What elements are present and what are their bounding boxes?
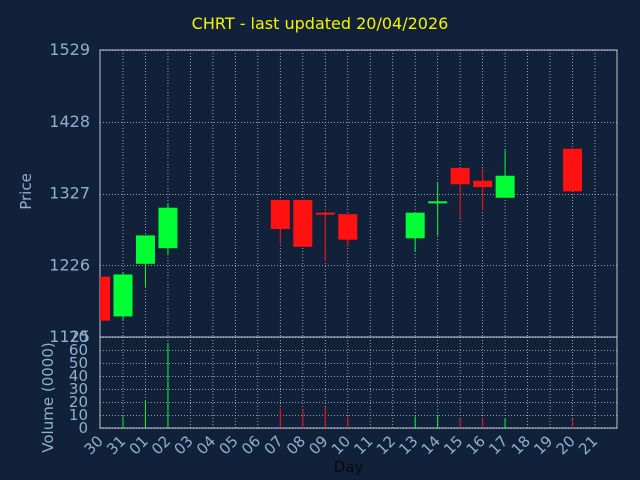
- candle-body: [270, 199, 290, 230]
- volume-bar-10: [347, 416, 349, 428]
- volume-bar-20: [572, 418, 574, 428]
- volume-tick-label: 40: [69, 367, 88, 385]
- volume-bar-07: [279, 408, 281, 428]
- candle-09: [315, 211, 335, 261]
- candle-01: [135, 235, 155, 287]
- candle-15: [450, 167, 470, 219]
- x-axis-title: Day: [334, 458, 364, 476]
- candle-body: [338, 214, 358, 240]
- candle-17: [495, 150, 515, 198]
- candle-body: [100, 276, 110, 321]
- volume-panel-frame: [99, 336, 618, 429]
- candle-body: [158, 207, 178, 249]
- grid-lines: [100, 50, 617, 429]
- volume-bar-13: [414, 416, 416, 428]
- volume-tick-label: 70: [69, 328, 88, 346]
- candle-body: [293, 199, 313, 247]
- volume-bar-14: [437, 415, 439, 428]
- candle-07: [270, 199, 290, 244]
- volume-bar-01: [144, 400, 146, 428]
- candle-body: [113, 274, 133, 317]
- volume-tick-label: 20: [69, 393, 88, 411]
- volume-tick-label: 50: [69, 354, 88, 372]
- candle-14: [428, 182, 448, 236]
- volume-bar-17: [504, 418, 506, 428]
- candle-body: [495, 175, 515, 198]
- candle-body: [428, 201, 448, 204]
- chart-title: CHRT - last updated 20/04/2026: [191, 14, 449, 33]
- volume-tick-label: 10: [69, 406, 88, 424]
- volume-bar-16: [482, 417, 484, 428]
- candle-body: [450, 167, 470, 185]
- candle-10: [338, 214, 358, 247]
- volume-bar-08: [302, 409, 304, 428]
- volume-tick-label: 0: [78, 419, 88, 437]
- x-tick-label: 21: [575, 432, 601, 458]
- price-panel-frame: [99, 49, 618, 338]
- price-tick-label: 1125: [49, 327, 90, 346]
- candle-body: [473, 180, 493, 188]
- candle-13: [405, 212, 425, 252]
- volume-tick-label: 60: [69, 341, 88, 359]
- price-tick-label: 1529: [49, 40, 90, 59]
- volume-axis-title: Volume (0000): [39, 342, 57, 452]
- candle-body: [563, 148, 583, 192]
- candle-body: [315, 212, 335, 215]
- volume-bar-31: [122, 416, 124, 428]
- candle-08: [293, 199, 313, 247]
- candle-30: [100, 276, 110, 321]
- volume-tick-label: 30: [69, 380, 88, 398]
- volume-bar-09: [324, 407, 326, 428]
- candle-31: [113, 273, 133, 321]
- volume-bar-15: [459, 418, 461, 428]
- volume-bar-02: [167, 343, 169, 428]
- candle-02: [158, 203, 178, 256]
- candle-body: [135, 235, 155, 264]
- price-tick-label: 1226: [49, 255, 90, 274]
- price-tick-label: 1327: [49, 184, 90, 203]
- price-axis-title: Price: [17, 173, 35, 210]
- price-tick-label: 1428: [49, 112, 90, 131]
- candle-20: [563, 148, 583, 192]
- candle-16: [473, 168, 493, 210]
- candle-body: [405, 212, 425, 239]
